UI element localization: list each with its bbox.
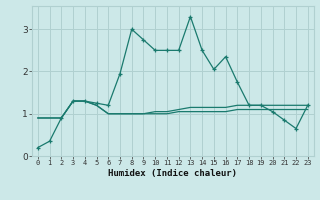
X-axis label: Humidex (Indice chaleur): Humidex (Indice chaleur): [108, 169, 237, 178]
